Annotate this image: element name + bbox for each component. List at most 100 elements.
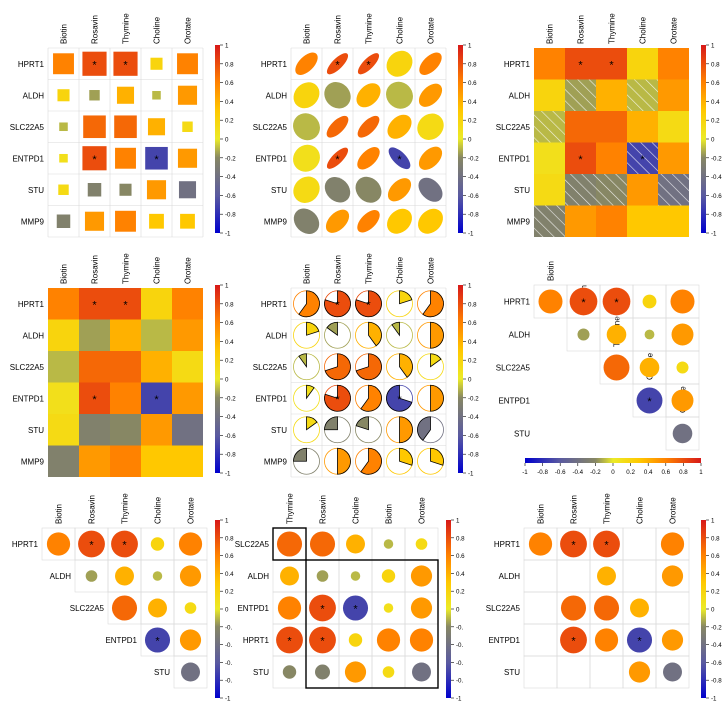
- square-mark: [182, 121, 193, 132]
- corrplot-panel-reordered-clustered: Thymine Rosavin Choline Biotin Orotate SLC22A…: [235, 493, 465, 703]
- colorbar-tick-label: 0.6: [456, 553, 465, 560]
- ellipse-mark: [387, 178, 412, 202]
- shade-cell: [596, 111, 627, 143]
- pie-slice: [298, 290, 320, 318]
- row-label: SLC22A5: [253, 123, 288, 132]
- column-label: Thymine: [286, 493, 295, 524]
- square-mark: [119, 183, 132, 196]
- grid-cell: [556, 655, 591, 689]
- significance-star: *: [366, 59, 371, 71]
- significance-star: *: [578, 154, 583, 166]
- grid-cell: [556, 559, 591, 593]
- circle-mark: [663, 662, 682, 682]
- circle-mark: [626, 627, 653, 653]
- grid-cell: [523, 559, 558, 593]
- colorbar-tick-label: 0.2: [225, 589, 234, 596]
- pie-slice: [355, 416, 369, 431]
- circle-mark: [410, 597, 433, 619]
- circle-mark: [569, 287, 598, 316]
- colorbar-tick-label: 0: [468, 137, 472, 144]
- colorbar: [458, 45, 463, 233]
- row-label: ALDH: [509, 331, 531, 340]
- hatch-overlay: [534, 111, 565, 143]
- colorbar-tick-label: -1: [468, 231, 474, 238]
- column-label: Choline: [352, 496, 361, 524]
- shade-cell: [565, 111, 596, 143]
- grid-cell: [523, 655, 558, 689]
- colorbar-tick-label: 0.4: [644, 469, 653, 476]
- row-label: STU: [28, 426, 44, 435]
- shade-cell: [172, 445, 203, 477]
- colorbar-tick-label: 0.8: [225, 535, 234, 542]
- circle-mark: [179, 629, 202, 651]
- circle-mark: [150, 537, 165, 551]
- row-label: SLC22A5: [496, 123, 531, 132]
- colorbar-tick-label: -1: [225, 696, 231, 703]
- pie-slice: [326, 321, 338, 337]
- circle-mark: [661, 565, 684, 587]
- square-mark: [84, 211, 105, 231]
- circle-mark: [660, 532, 685, 556]
- shade-cell: [658, 48, 689, 80]
- row-label: STU: [271, 186, 287, 195]
- pie-slice: [386, 384, 413, 412]
- shade-cell: [627, 174, 658, 206]
- colorbar-tick-label: 0: [225, 377, 229, 384]
- row-label: HPRT1: [261, 60, 288, 69]
- circle-mark: [672, 423, 693, 444]
- significance-star: *: [366, 299, 371, 311]
- hatch-overlay: [627, 142, 658, 174]
- colorbar-tick-label: 0.6: [711, 553, 720, 560]
- column-label: Biotin: [537, 504, 546, 524]
- corrplot-panel-color: Biotin Rosavin Thymine Choline Orotate HPRT1 *…: [10, 253, 236, 478]
- colorbar-tick-label: 0.2: [225, 358, 234, 365]
- circle-mark: [344, 661, 367, 683]
- square-mark: [177, 53, 198, 75]
- circle-mark: [184, 602, 197, 614]
- column-label: Thymine: [121, 493, 130, 524]
- circle-mark: [376, 628, 401, 652]
- colorbar-tick-label: -0.4: [711, 642, 722, 649]
- colorbar-tick-label: 0.2: [468, 358, 477, 365]
- circle-mark: [603, 354, 630, 381]
- circle-mark: [639, 357, 660, 378]
- significance-star: *: [154, 154, 159, 166]
- column-label: Rosavin: [319, 495, 328, 524]
- ellipse-mark: [357, 53, 380, 75]
- row-label: ALDH: [266, 331, 288, 340]
- circle-mark: [276, 626, 303, 654]
- ellipse-mark: [356, 83, 381, 108]
- shade-cell: [48, 382, 79, 414]
- pie-slice: [324, 384, 351, 412]
- colorbar-tick-label: -0.2: [225, 395, 236, 402]
- colorbar-tick-label: -0.8: [537, 469, 548, 476]
- pie-slice: [355, 290, 382, 318]
- column-label: Orotate: [670, 17, 679, 44]
- significance-star: *: [640, 154, 645, 166]
- circle-mark: [309, 626, 336, 654]
- square-mark: [82, 146, 107, 171]
- colorbar-tick-label: 1: [225, 283, 229, 290]
- colorbar-tick-label: 0.2: [468, 118, 477, 125]
- grid-cell: [665, 416, 700, 451]
- row-label: ENTPD1: [255, 154, 287, 163]
- pie-slice: [360, 384, 382, 412]
- circle-mark: [383, 539, 394, 549]
- row-label: HPRT1: [18, 60, 45, 69]
- square-mark: [116, 86, 135, 104]
- column-label: Choline: [153, 16, 162, 44]
- column-label: Rosavin: [334, 15, 343, 44]
- shade-cell: [627, 205, 658, 237]
- pie-slice: [324, 290, 351, 318]
- hatch-overlay: [565, 79, 596, 111]
- colorbar-tick-label: 0.2: [711, 118, 720, 125]
- hatch-overlay: [534, 205, 565, 237]
- colorbar-tick-label: -1: [711, 231, 717, 238]
- circle-mark: [381, 569, 396, 583]
- hatch-overlay: [565, 174, 596, 206]
- significance-star: *: [320, 636, 325, 648]
- column-label: Thymine: [608, 13, 617, 44]
- colorbar-tick-label: 0.6: [468, 80, 477, 87]
- circle-mark: [594, 628, 619, 652]
- grid-cell: [655, 655, 690, 689]
